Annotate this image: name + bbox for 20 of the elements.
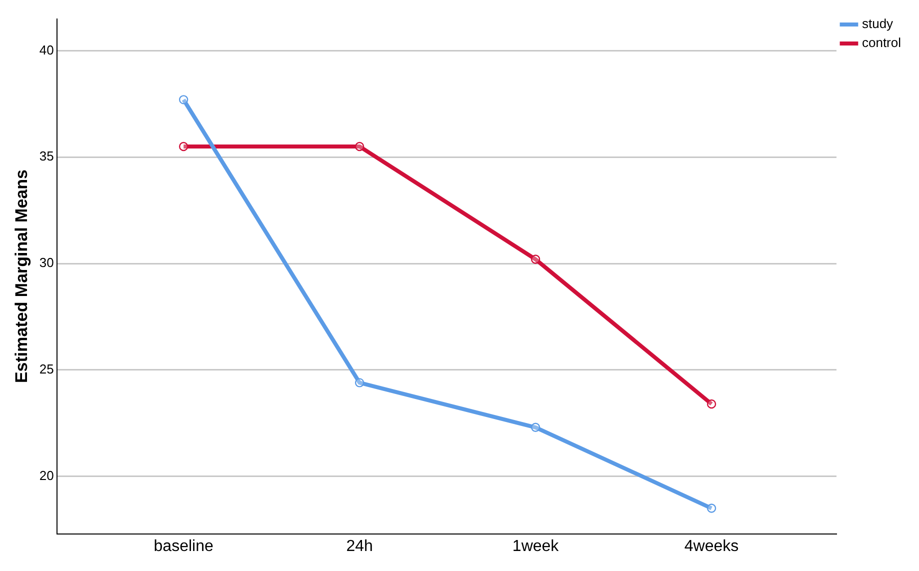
y-tick-label: 25 xyxy=(39,362,54,377)
point xyxy=(354,142,364,152)
y-tick-label: 40 xyxy=(39,42,54,58)
point xyxy=(530,422,540,432)
legend-label: control xyxy=(862,35,902,50)
point xyxy=(706,504,716,513)
legend-label: study xyxy=(862,16,894,32)
y-tick-label: 20 xyxy=(39,468,54,483)
point xyxy=(354,378,364,388)
x-tick-label: 4weeks xyxy=(684,538,739,555)
y-tick-label: 35 xyxy=(39,148,54,164)
point xyxy=(706,399,716,409)
point xyxy=(178,142,188,152)
point xyxy=(178,95,188,104)
y-tick-label: 30 xyxy=(39,255,54,270)
x-tick-label: baseline xyxy=(154,538,214,555)
x-tick-label: 1week xyxy=(512,538,560,555)
y-axis-title: Estimated Marginal Means xyxy=(12,170,31,384)
point xyxy=(530,254,540,264)
x-tick-label: 24h xyxy=(346,538,373,555)
